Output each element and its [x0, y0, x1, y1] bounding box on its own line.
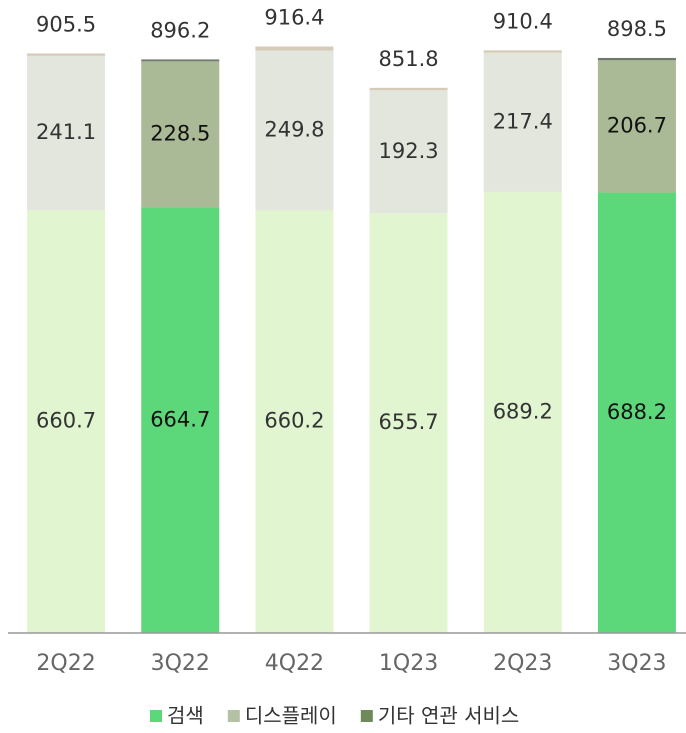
total-label: 851.8 [379, 47, 439, 71]
data-label: 192.3 [379, 139, 439, 163]
data-label: 228.5 [150, 121, 210, 145]
bar-segment [141, 207, 220, 634]
total-label: 898.5 [607, 17, 667, 41]
x-tick-label: 2Q23 [493, 651, 552, 676]
bar-segment [483, 52, 562, 192]
bar-segment [369, 87, 448, 91]
data-label: 241.1 [36, 120, 96, 144]
x-tick-label: 1Q23 [379, 651, 438, 676]
x-tick-label: 2Q22 [36, 651, 95, 676]
legend-label: 디스플레이 [245, 704, 337, 728]
bar-segment [27, 55, 106, 211]
bar-segment [597, 57, 676, 61]
total-label: 910.4 [493, 9, 553, 33]
total-label: 896.2 [150, 18, 210, 42]
bar-segment [597, 60, 676, 193]
data-label: 664.7 [150, 407, 210, 431]
bar-segment [141, 59, 220, 62]
bar-segment [369, 213, 448, 634]
data-label: 689.2 [493, 399, 553, 423]
data-label: 688.2 [607, 400, 667, 424]
data-label: 655.7 [379, 410, 439, 434]
legend-label: 기타 연관 서비스 [378, 704, 520, 728]
data-label: 660.7 [36, 409, 96, 433]
bar-segment [483, 191, 562, 634]
bar-segment [369, 90, 448, 214]
x-tick-label: 4Q22 [265, 651, 324, 676]
total-label: 916.4 [264, 6, 324, 30]
bar-segment [597, 192, 676, 633]
legend-swatch [360, 710, 373, 722]
data-label: 660.2 [264, 409, 324, 433]
legend-label: 검색 [167, 704, 204, 728]
bar-segment [255, 46, 334, 51]
bar-segment [27, 210, 106, 634]
legend-swatch [150, 710, 162, 722]
bar-segment [141, 61, 220, 208]
x-tick-label: 3Q22 [151, 651, 210, 676]
bar-segment [255, 210, 334, 634]
bar-segment [27, 53, 106, 56]
bar-segment [255, 50, 334, 211]
data-label: 249.8 [264, 118, 324, 142]
total-label: 905.5 [36, 12, 96, 36]
data-label: 206.7 [607, 113, 667, 137]
legend-swatch [227, 710, 240, 722]
data-label: 217.4 [493, 109, 553, 133]
x-tick-label: 3Q23 [607, 651, 666, 676]
bar-segment [483, 50, 562, 53]
